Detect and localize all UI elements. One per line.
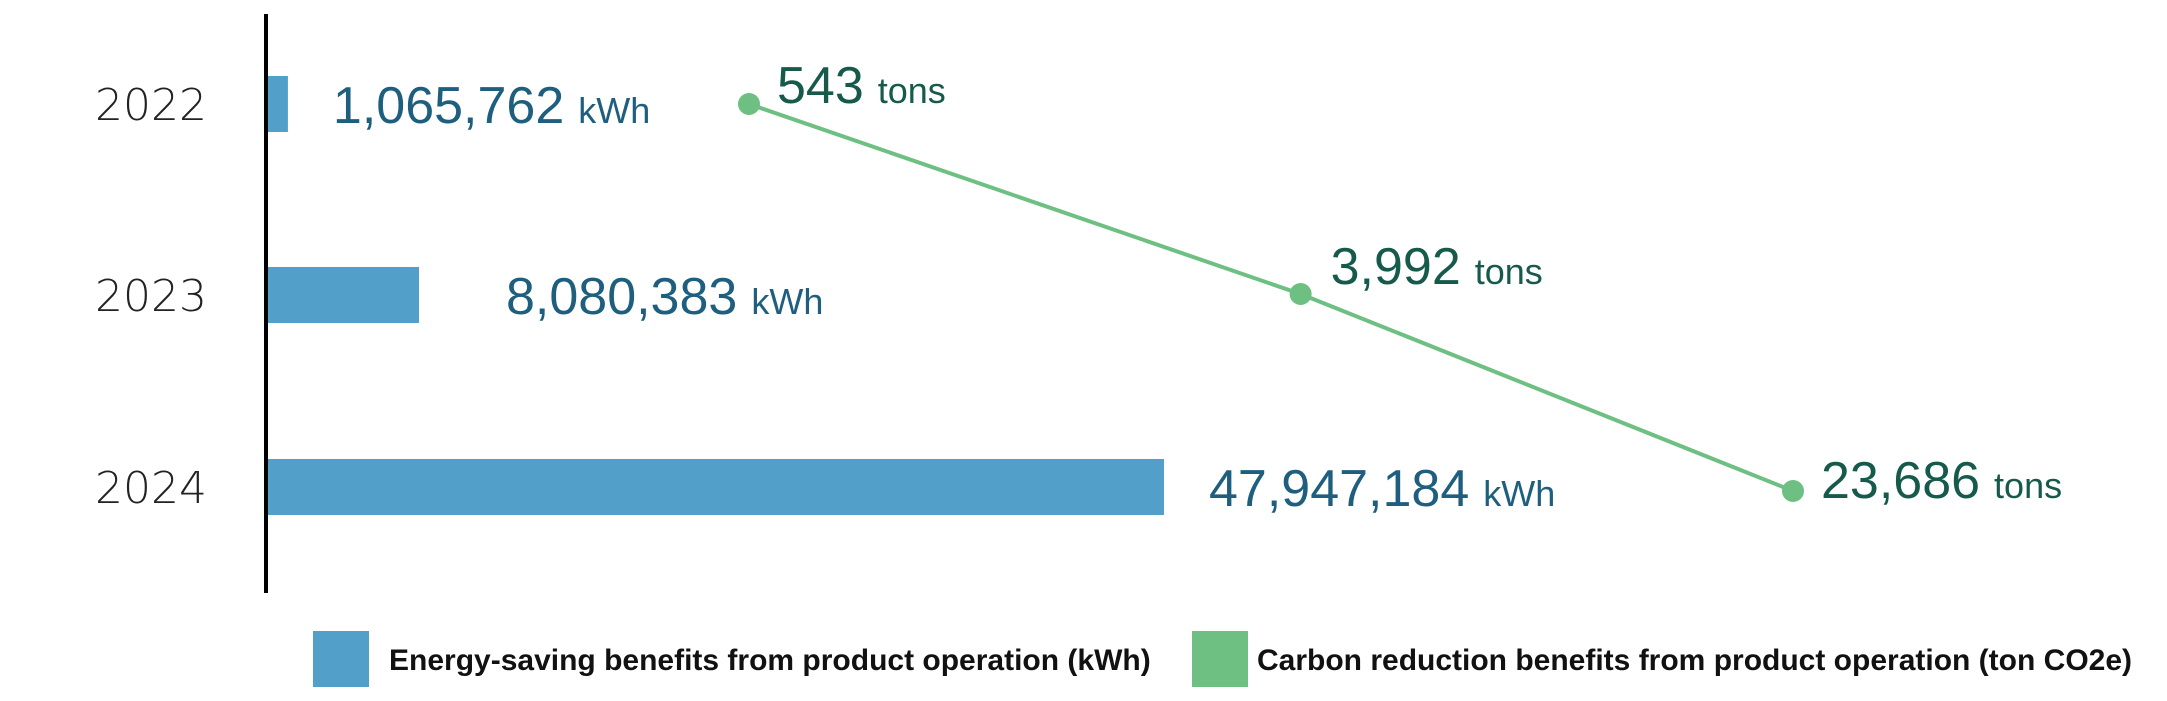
bar-label-2022: 1,065,762 kWh <box>333 77 650 135</box>
bar-2022 <box>268 76 288 132</box>
bar-value-labels: 1,065,762 kWh 8,080,383 kWh 47,947,184 kWh <box>333 77 1555 518</box>
carbon-label-2022: 543 tons <box>777 57 946 115</box>
bars <box>268 76 1164 515</box>
carbon-reduction-line <box>748 102 1794 493</box>
bar-label-2023: 8,080,383 kWh <box>506 268 823 326</box>
legend-label-carbon: Carbon reduction benefits from product o… <box>1257 644 2132 677</box>
legend-swatch-energy <box>313 631 369 687</box>
carbon-points <box>738 93 1804 502</box>
carbon-label-2024: 23,686 tons <box>1821 452 2062 510</box>
bar-2024 <box>268 459 1164 515</box>
legend-label-energy: Energy-saving benefits from product oper… <box>389 644 1151 677</box>
carbon-point-2022 <box>738 93 760 115</box>
carbon-label-2023: 3,992 tons <box>1331 238 1543 296</box>
category-label-2024: 2024 <box>95 463 207 514</box>
legend-swatch-carbon <box>1192 631 1248 687</box>
carbon-point-2024 <box>1782 480 1804 502</box>
category-label-2022: 2022 <box>95 80 207 131</box>
bar-2023 <box>268 267 419 323</box>
legend: Energy-saving benefits from product oper… <box>313 631 2132 687</box>
category-labels: 2022 2023 2024 <box>95 80 207 514</box>
bar-label-2024: 47,947,184 kWh <box>1209 460 1555 518</box>
category-label-2023: 2023 <box>95 271 207 322</box>
carbon-point-2023 <box>1289 283 1312 305</box>
carbon-value-labels: 543 tons 3,992 tons 23,686 tons <box>777 57 2062 510</box>
